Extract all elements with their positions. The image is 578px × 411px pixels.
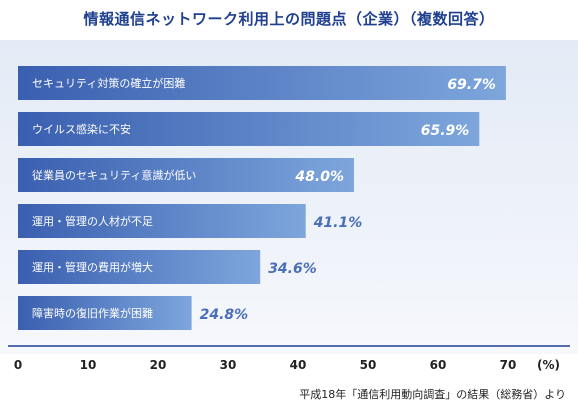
bar-3 bbox=[18, 204, 306, 238]
value-label-4: 34.6% bbox=[268, 261, 317, 277]
value-label-0: 69.7% bbox=[447, 77, 496, 93]
x-tick-label-5: 50 bbox=[360, 358, 377, 372]
bar-1 bbox=[18, 112, 480, 146]
category-label-1: ウイルス感染に不安 bbox=[32, 122, 131, 136]
value-label-2: 48.0% bbox=[294, 169, 344, 185]
value-label-1: 65.9% bbox=[421, 123, 470, 139]
x-tick-label-2: 20 bbox=[150, 358, 167, 372]
bar-4 bbox=[18, 250, 261, 284]
x-tick-label-0: 0 bbox=[14, 358, 22, 372]
category-label-0: セキュリティ対策の確立が困難 bbox=[32, 76, 185, 90]
chart-title: 情報通信ネットワーク利用上の問題点（企業）（複数回答） bbox=[83, 10, 495, 28]
value-label-3: 41.1% bbox=[313, 215, 363, 231]
category-label-3: 運用・管理の人材が不足 bbox=[32, 214, 153, 228]
x-tick-label-3: 30 bbox=[220, 358, 237, 372]
x-tick-label-6: 60 bbox=[430, 358, 447, 372]
category-label-4: 運用・管理の費用が増大 bbox=[32, 260, 153, 274]
bar-2 bbox=[18, 158, 354, 192]
bar-5 bbox=[18, 296, 192, 330]
value-label-5: 24.8% bbox=[200, 307, 249, 323]
x-axis-unit: (%) bbox=[537, 358, 560, 372]
bar-0 bbox=[18, 66, 506, 100]
x-tick-label-7: 70 bbox=[500, 358, 517, 372]
category-label-5: 障害時の復旧作業が困難 bbox=[32, 306, 153, 320]
category-label-2: 従業員のセキュリティ意識が低い bbox=[32, 168, 196, 182]
x-tick-label-1: 10 bbox=[80, 358, 97, 372]
x-tick-label-4: 40 bbox=[290, 358, 307, 372]
source-note: 平成18年「通信利用動向調査」の結果（総務省）より bbox=[299, 388, 566, 401]
